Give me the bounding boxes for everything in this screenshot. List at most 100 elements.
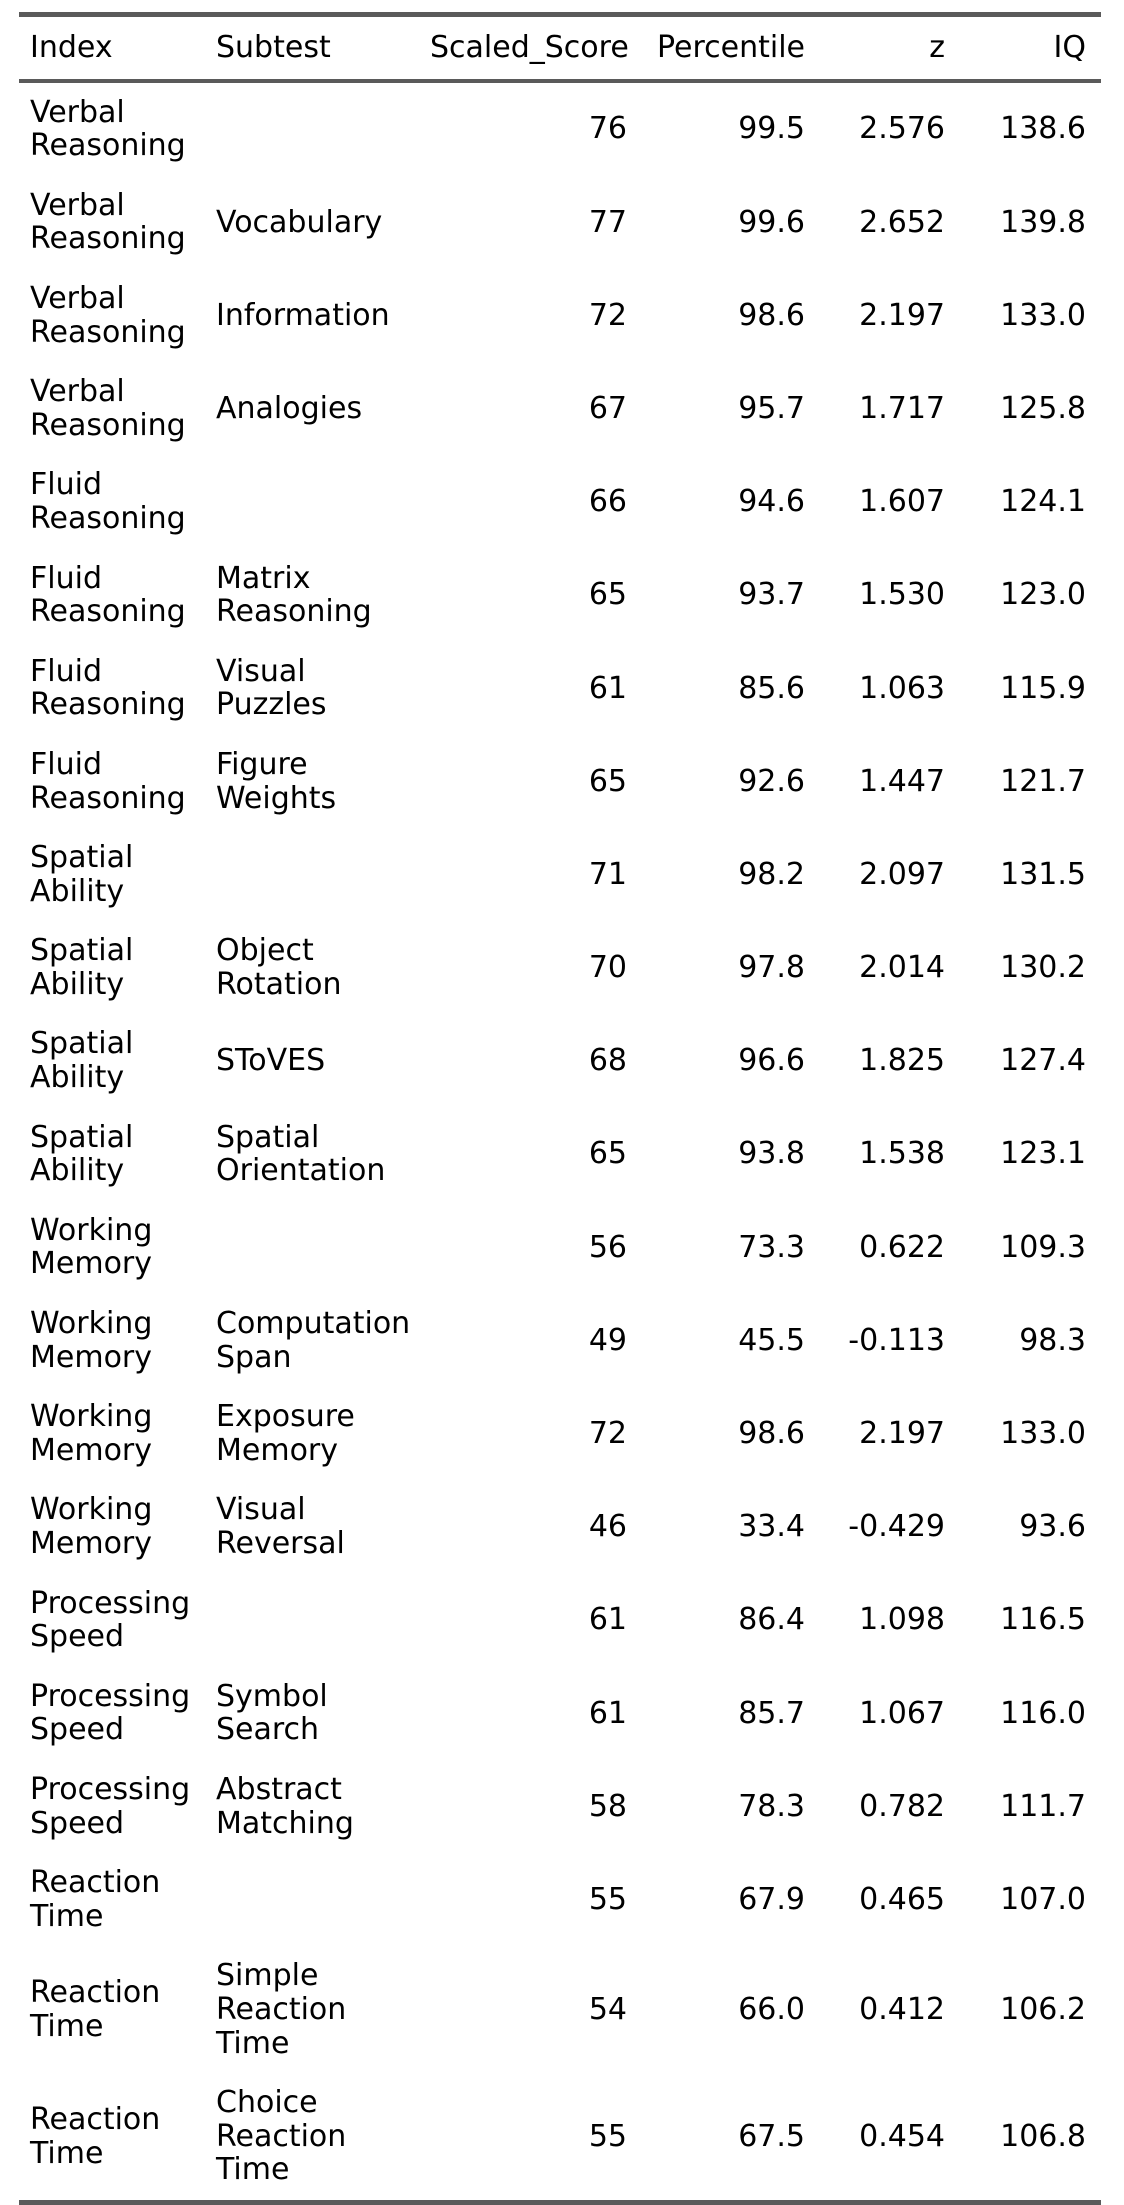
cell-z: 0.454 xyxy=(859,2118,945,2154)
cell-percentile: 94.6 xyxy=(738,484,805,520)
cell-z: 1.530 xyxy=(859,577,945,613)
cell-iq: 124.1 xyxy=(1000,484,1086,520)
cell-iq: 127.4 xyxy=(1000,1043,1086,1079)
cell-percentile: 85.6 xyxy=(738,670,805,706)
cell-scaled-score: 55 xyxy=(588,2118,627,2154)
cell-subtest: Vocabulary xyxy=(216,204,383,240)
cell-scaled-score: 61 xyxy=(588,1602,627,1638)
column-header-subtest: Subtest xyxy=(215,14,429,83)
cell-subtest: Visual Puzzles xyxy=(216,653,327,723)
cell-iq: 138.6 xyxy=(1000,111,1086,147)
table-row: Fluid Reasoning Visual Puzzles 61 85.6 1.063… xyxy=(19,642,1101,735)
cell-z: 1.607 xyxy=(859,484,945,520)
cell-subtest xyxy=(215,828,429,921)
cell-index: Verbal Reasoning xyxy=(30,94,186,164)
cell-percentile: 97.8 xyxy=(738,950,805,986)
cell-index: Processing Speed xyxy=(30,1771,191,1841)
cell-subtest: Object Rotation xyxy=(216,933,342,1002)
cell-z: 0.622 xyxy=(859,1229,945,1265)
cell-index: Spatial Ability xyxy=(30,933,134,1002)
cell-iq: 121.7 xyxy=(1000,763,1086,799)
cell-subtest xyxy=(215,455,429,548)
cell-subtest: Simple Reaction Time xyxy=(216,1958,347,2061)
cell-index: Spatial Ability xyxy=(30,1119,134,1189)
cell-index: Spatial Ability xyxy=(30,840,134,909)
cell-scaled-score: 72 xyxy=(588,1416,627,1452)
cell-percentile: 92.6 xyxy=(738,763,805,799)
cell-percentile: 98.6 xyxy=(738,1416,805,1452)
cell-z: 2.197 xyxy=(859,1416,945,1452)
table-row: Processing Speed Abstract Matching 58 78.3 0… xyxy=(19,1760,1101,1853)
cell-subtest: Matrix Reasoning xyxy=(216,560,372,630)
cell-iq: 93.6 xyxy=(1019,1509,1086,1545)
cell-z: 2.576 xyxy=(859,111,945,147)
cell-subtest xyxy=(215,1201,429,1294)
cell-scaled-score: 76 xyxy=(588,111,627,147)
table-row: Processing Speed 61 86.4 1.098 116.5 xyxy=(19,1574,1101,1667)
cell-subtest: Computation Span xyxy=(216,1306,411,1375)
cell-z: 1.063 xyxy=(859,670,945,706)
cell-iq: 130.2 xyxy=(1000,950,1086,986)
scores-table: Index Subtest Scaled_Score Percentile z … xyxy=(19,12,1101,2205)
cell-scaled-score: 72 xyxy=(588,297,627,333)
table-row: Spatial Ability 71 98.2 2.097 131.5 xyxy=(19,828,1101,921)
cell-subtest: Visual Reversal xyxy=(216,1492,345,1561)
cell-iq: 131.5 xyxy=(1000,856,1086,892)
cell-index: Processing Speed xyxy=(30,1585,191,1655)
cell-scaled-score: 65 xyxy=(588,1136,627,1172)
header-row: Index Subtest Scaled_Score Percentile z … xyxy=(19,14,1101,83)
cell-z: 2.014 xyxy=(859,950,945,986)
cell-percentile: 95.7 xyxy=(738,390,805,426)
cell-percentile: 93.7 xyxy=(738,577,805,613)
table-row: Spatial Ability SToVES 68 96.6 1.825 127.4 xyxy=(19,1014,1101,1107)
cell-scaled-score: 55 xyxy=(588,1881,627,1917)
cell-index: Working Memory xyxy=(30,1212,153,1282)
cell-index: Fluid Reasoning xyxy=(30,467,186,536)
table-row: Fluid Reasoning Figure Weights 65 92.6 1.447… xyxy=(19,735,1101,828)
cell-subtest: Exposure Memory xyxy=(216,1399,355,1468)
table-row: Reaction Time Choice Reaction Time 55 67.5 0… xyxy=(19,2073,1101,2202)
cell-iq: 111.7 xyxy=(1000,1788,1086,1824)
table-row: Spatial Ability Spatial Orientation 65 93.8… xyxy=(19,1108,1101,1201)
cell-z: 1.825 xyxy=(859,1043,945,1079)
cell-scaled-score: 77 xyxy=(588,204,627,240)
cell-iq: 116.0 xyxy=(1000,1695,1086,1731)
cell-percentile: 66.0 xyxy=(738,1991,805,2027)
table-row: Fluid Reasoning Matrix Reasoning 65 93.7 1.5… xyxy=(19,549,1101,642)
cell-z: 1.067 xyxy=(859,1695,945,1731)
cell-z: 2.197 xyxy=(859,297,945,333)
cell-scaled-score: 65 xyxy=(588,763,627,799)
cell-z: -0.113 xyxy=(848,1322,945,1358)
cell-index: Processing Speed xyxy=(30,1678,191,1748)
cell-scaled-score: 58 xyxy=(588,1788,627,1824)
cell-subtest xyxy=(215,81,429,176)
cell-iq: 123.1 xyxy=(1000,1136,1086,1172)
table-row: Working Memory 56 73.3 0.622 109.3 xyxy=(19,1201,1101,1294)
cell-iq: 107.0 xyxy=(1000,1881,1086,1917)
cell-index: Reaction Time xyxy=(30,1975,161,2044)
cell-scaled-score: 54 xyxy=(588,1991,627,2027)
cell-index: Reaction Time xyxy=(30,1865,161,1934)
cell-subtest: Figure Weights xyxy=(216,746,337,816)
cell-z: 1.538 xyxy=(859,1136,945,1172)
table-row: Verbal Reasoning 76 99.5 2.576 138.6 xyxy=(19,81,1101,176)
cell-percentile: 98.2 xyxy=(738,856,805,892)
cell-z: -0.429 xyxy=(848,1509,945,1545)
cell-percentile: 45.5 xyxy=(738,1322,805,1358)
cell-subtest: SToVES xyxy=(216,1043,326,1079)
cell-scaled-score: 61 xyxy=(588,670,627,706)
cell-iq: 106.2 xyxy=(1000,1991,1086,2027)
cell-subtest xyxy=(215,1853,429,1946)
cell-percentile: 67.9 xyxy=(738,1881,805,1917)
cell-index: Verbal Reasoning xyxy=(30,280,186,350)
cell-percentile: 99.6 xyxy=(738,204,805,240)
cell-iq: 139.8 xyxy=(1000,204,1086,240)
cell-iq: 115.9 xyxy=(1000,670,1086,706)
cell-percentile: 67.5 xyxy=(738,2118,805,2154)
table-row: Verbal Reasoning Analogies 67 95.7 1.717 125.… xyxy=(19,362,1101,455)
cell-scaled-score: 67 xyxy=(588,390,627,426)
cell-index: Working Memory xyxy=(30,1492,153,1561)
table-row: Verbal Reasoning Vocabulary 77 99.6 2.652 139… xyxy=(19,176,1101,269)
cell-z: 2.097 xyxy=(859,856,945,892)
cell-scaled-score: 49 xyxy=(588,1322,627,1358)
